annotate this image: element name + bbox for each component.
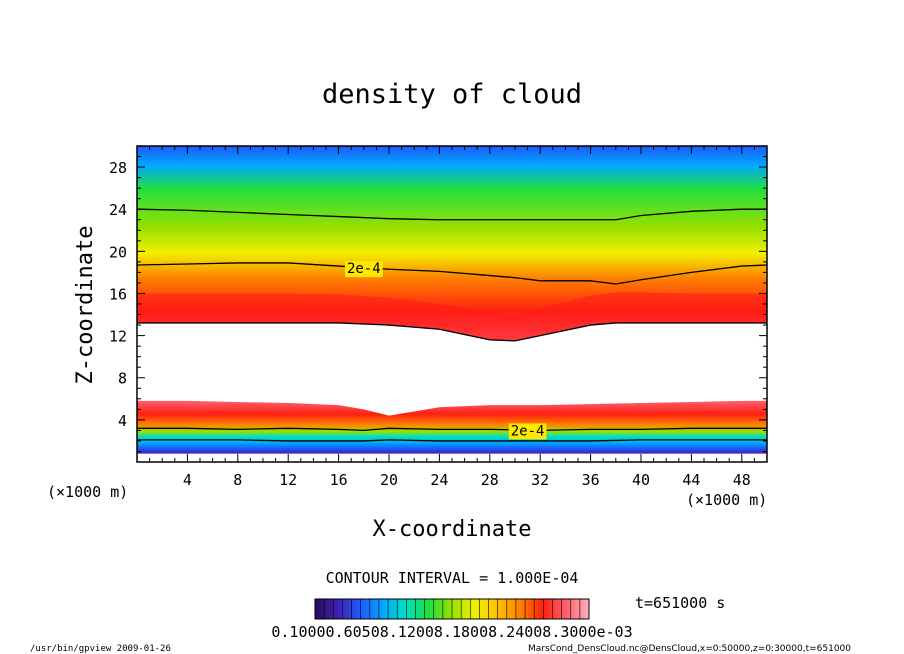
y-axis: 4 8 12 16 20 24 28 (109, 156, 767, 452)
y-tick-label: 16 (109, 285, 127, 303)
contour-label: 2e-4 (347, 261, 381, 277)
y-tick-label: 8 (118, 370, 127, 388)
x-tick-label: 36 (582, 471, 600, 489)
y-axis-label: Z-coordinate (73, 226, 98, 385)
contour-line-upper-2e-4 (137, 262, 767, 285)
colorbar-divisions (323, 599, 581, 619)
x-unit-label-right: (×1000 m) (686, 491, 767, 509)
x-tick-label: 16 (330, 471, 348, 489)
upper-cloud-field (137, 146, 767, 341)
contour-label-background (344, 261, 383, 278)
x-tick-label: 12 (279, 471, 297, 489)
x-tick-label: 8 (233, 471, 242, 489)
y-tick-label: 4 (118, 412, 127, 430)
x-tick-label: 32 (531, 471, 549, 489)
x-axis-label: X-coordinate (373, 517, 532, 542)
contour-line-lower-2e-4 (137, 427, 767, 432)
time-label: t=651000 s (635, 594, 725, 612)
contour-label: 2e-4 (511, 423, 545, 439)
x-tick-label: 48 (733, 471, 751, 489)
x-tick-label: 4 (183, 471, 192, 489)
x-tick-label: 44 (682, 471, 700, 489)
contour-label-background (508, 423, 547, 440)
x-tick-label: 28 (481, 471, 499, 489)
chart-title: density of cloud (322, 79, 582, 110)
y-tick-label: 20 (109, 243, 127, 261)
y-tick-label: 12 (109, 328, 127, 346)
footer-right: MarsCond_DensCloud.nc@DensCloud,x=0:5000… (528, 644, 851, 654)
contour-interval-label: CONTOUR INTERVAL = 1.000E-04 (326, 569, 579, 587)
x-tick-label: 20 (380, 471, 398, 489)
x-axis: 4 8 12 16 20 24 28 32 36 40 44 48 (149, 146, 755, 489)
y-tick-label: 24 (109, 201, 127, 219)
lower-cloud-field (137, 400, 767, 454)
upper-cloud-core (137, 292, 767, 341)
contour-line-lower-1e-4 (137, 439, 767, 442)
footer-left: /usr/bin/gpview 2009-01-26 (30, 644, 171, 654)
x-tick-label: 40 (632, 471, 650, 489)
contour-line-upper-edge (137, 322, 767, 342)
y-tick-label: 28 (109, 159, 127, 177)
contour-line-upper-1e-4 (137, 208, 767, 221)
x-unit-label-left: (×1000 m) (47, 483, 128, 501)
colorbar-tick-labels: 0.10000.60508.12008.18008.24008.3000e-03 (271, 623, 632, 641)
x-tick-label: 24 (430, 471, 448, 489)
plot-area: 2e-4 2e-4 (137, 146, 767, 454)
